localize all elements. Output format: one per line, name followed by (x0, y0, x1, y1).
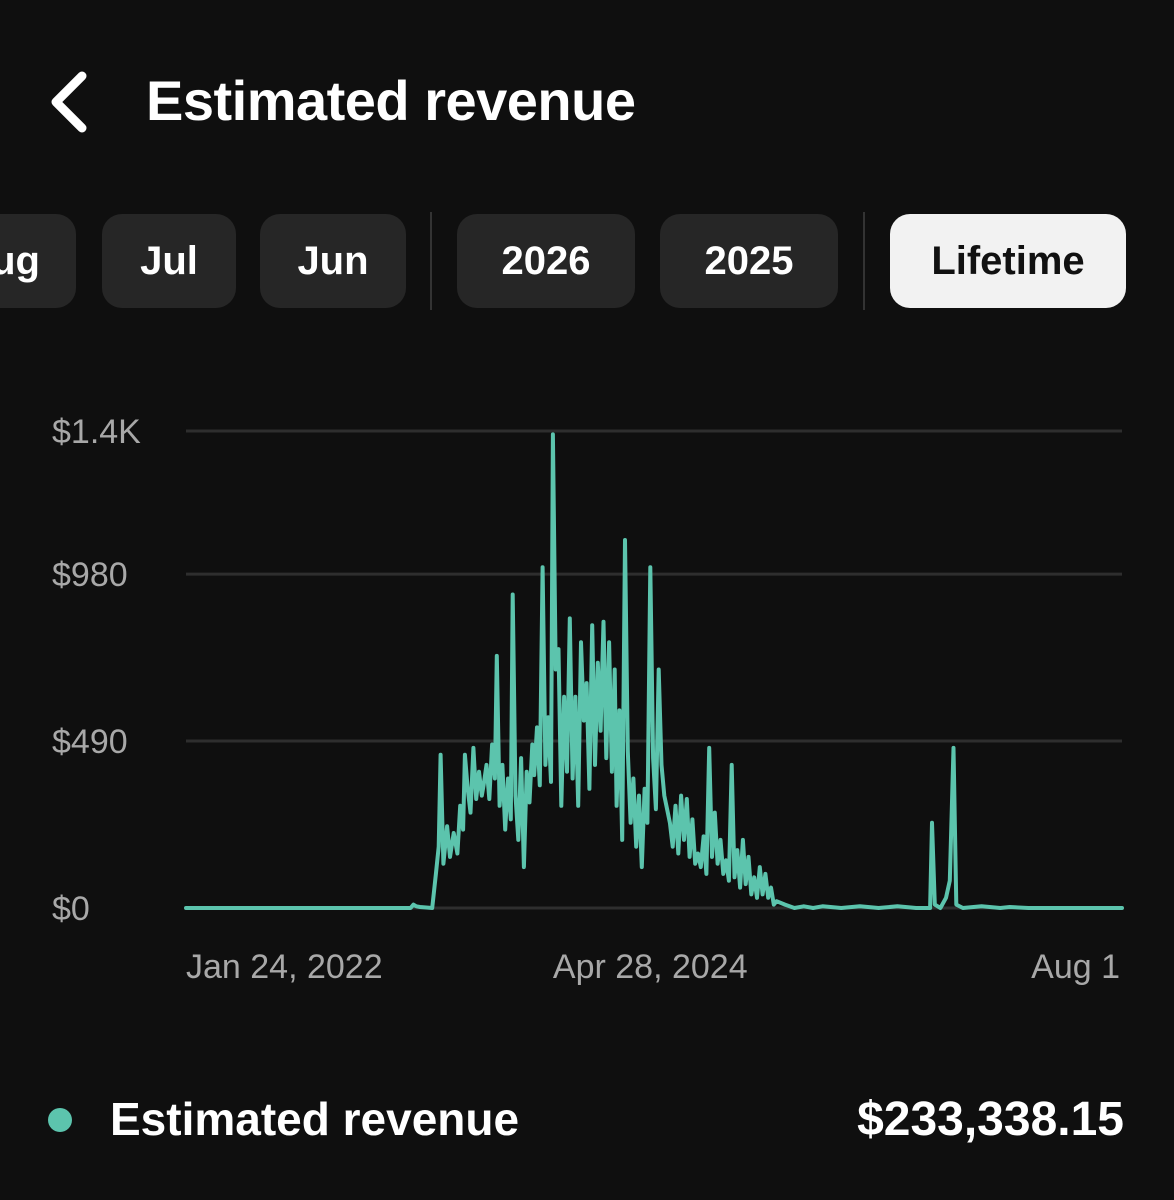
legend-label: Estimated revenue (110, 1093, 520, 1145)
tab-label: Jul (140, 238, 198, 283)
x-tick-label: Apr 28, 2024 (553, 948, 748, 986)
y-tick-label: $980 (52, 556, 128, 594)
legend-value: $233,338.15 (857, 1093, 1124, 1146)
y-tick-label: $1.4K (52, 413, 141, 451)
chevron-left-icon (51, 71, 87, 133)
back-button[interactable] (36, 62, 106, 142)
tab-label: 2026 (501, 238, 591, 283)
tab-lifetime[interactable]: Lifetime (890, 214, 1126, 308)
tab-label: 2025 (704, 238, 794, 283)
y-tick-label: $0 (52, 890, 90, 928)
legend-dot (48, 1108, 72, 1132)
tab-divider (863, 212, 865, 310)
x-tick-label: Jan 24, 2022 (186, 948, 383, 986)
header: Estimated revenue (0, 0, 1174, 200)
tab-label: Lifetime (931, 238, 1085, 283)
tab-2025[interactable]: 2025 (660, 214, 838, 308)
legend: Estimated revenue $233,338.15 (0, 1080, 1174, 1160)
page-title: Estimated revenue (146, 69, 636, 132)
series-line-estimated-revenue (184, 432, 1124, 910)
tab-label: Aug (0, 238, 40, 283)
tab-aug[interactable]: Aug (0, 214, 76, 308)
tab-jul[interactable]: Jul (102, 214, 236, 308)
tab-2026[interactable]: 2026 (457, 214, 635, 308)
x-tick-label: Aug 1 (1031, 948, 1120, 986)
y-tick-label: $490 (52, 723, 128, 761)
revenue-chart: $0 $490 $980 $1.4K Jan 24, 2022 Apr 28, 2024 A… (52, 413, 1124, 986)
tab-jun[interactable]: Jun (260, 214, 406, 308)
tab-divider (430, 212, 432, 310)
period-tabs: Aug Jul Jun 2026 2025 Lifetime (0, 212, 1174, 310)
tab-label: Jun (297, 238, 369, 283)
